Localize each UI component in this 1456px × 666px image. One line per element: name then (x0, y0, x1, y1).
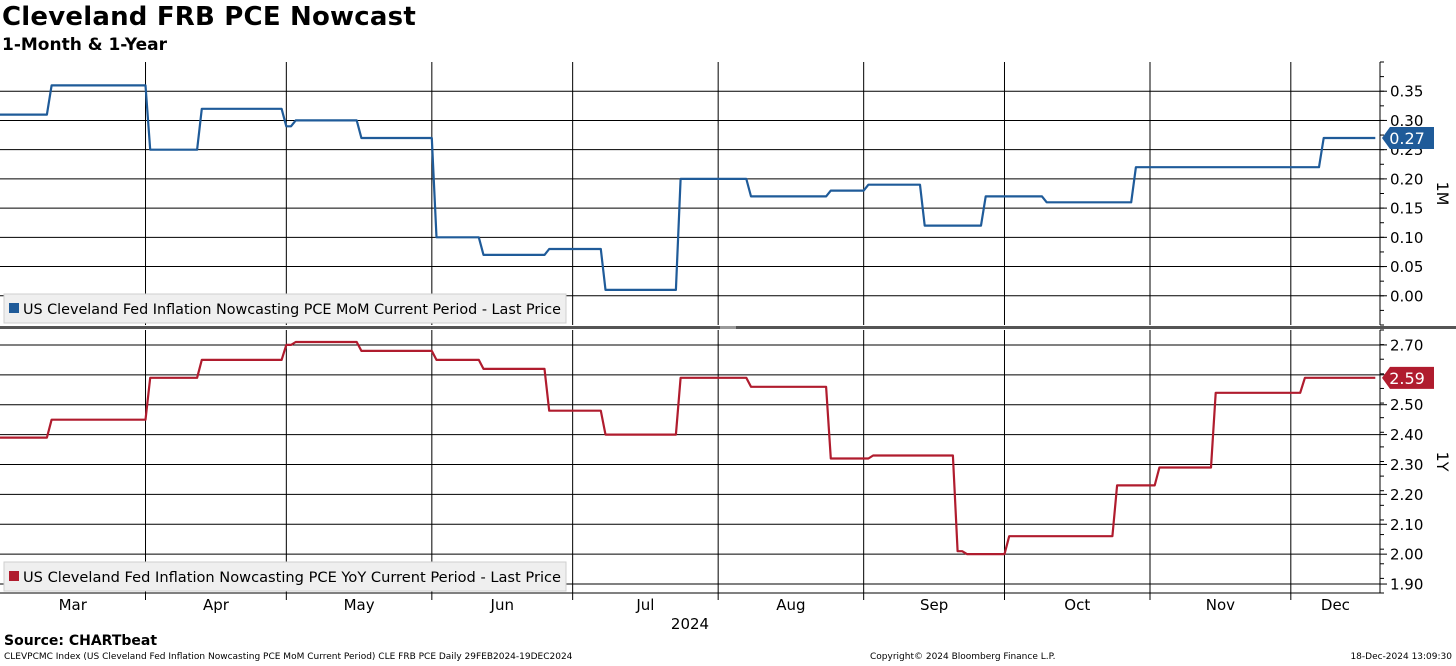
panel-1m: 0.350.300.250.200.150.100.050.001M0.27US… (0, 61, 1452, 326)
last-value-badge (1382, 366, 1434, 389)
x-tick-label: May (344, 596, 375, 614)
y-tick-label: 0.35 (1390, 83, 1423, 101)
last-value-label: 0.27 (1389, 129, 1425, 148)
x-tick-label: Sep (920, 596, 948, 614)
legend-label: US Cleveland Fed Inflation Nowcasting PC… (23, 302, 561, 318)
y-axis-label: 1M (1433, 182, 1452, 206)
x-tick-label: Nov (1206, 596, 1235, 614)
x-tick-label: Jun (490, 596, 514, 614)
y-tick-label: 0.15 (1390, 200, 1423, 218)
y-tick-label: 2.20 (1390, 486, 1423, 504)
y-tick-label: 2.30 (1390, 456, 1423, 474)
legend-box (3, 561, 567, 592)
last-value-label: 2.59 (1389, 369, 1425, 388)
y-tick-label: 1.90 (1390, 576, 1423, 594)
y-tick-label: 0.10 (1390, 229, 1423, 247)
chart-subtitle: 1-Month & 1-Year (2, 35, 167, 55)
y-tick-label: 2.10 (1390, 516, 1423, 534)
y-tick-label: 2.40 (1390, 426, 1423, 444)
y-tick-label: 2.70 (1390, 336, 1423, 354)
chart-title: Cleveland FRB PCE Nowcast (2, 2, 416, 32)
panel-1y: 2.702.602.502.402.302.202.102.001.901Y2.… (0, 329, 1452, 594)
legend-label: US Cleveland Fed Inflation Nowcasting PC… (23, 570, 561, 586)
x-tick-label: Aug (776, 596, 805, 614)
series-line-1y (0, 340, 1376, 556)
x-tick-label: Apr (203, 596, 230, 614)
x-year-label: 2024 (671, 615, 709, 633)
y-axis-label: 1Y (1433, 452, 1452, 472)
series-line-1m (0, 84, 1376, 291)
panel-divider-handle (720, 326, 736, 329)
legend-swatch (9, 303, 19, 313)
last-value-badge (1382, 126, 1434, 149)
y-tick-label: 2.50 (1390, 396, 1423, 414)
y-tick-label: 0.05 (1390, 258, 1423, 276)
y-tick-label: 0.30 (1390, 112, 1423, 130)
x-tick-label: Jul (635, 596, 654, 614)
x-tick-label: Mar (59, 596, 88, 614)
x-tick-label: Oct (1064, 596, 1090, 614)
y-tick-label: 2.00 (1390, 546, 1423, 564)
legend-swatch (9, 571, 19, 581)
footer-index-description: CLEVPCMC Index (US Cleveland Fed Inflati… (4, 652, 573, 662)
y-tick-label: 0.00 (1390, 287, 1423, 305)
legend-box (3, 293, 567, 324)
footer-timestamp: 18-Dec-2024 13:09:30 (1350, 652, 1452, 662)
footer-copyright: Copyright© 2024 Bloomberg Finance L.P. (870, 652, 1056, 662)
x-tick-label: Dec (1321, 596, 1350, 614)
source-note: Source: CHARTbeat (4, 633, 158, 649)
y-tick-label: 0.20 (1390, 170, 1423, 188)
